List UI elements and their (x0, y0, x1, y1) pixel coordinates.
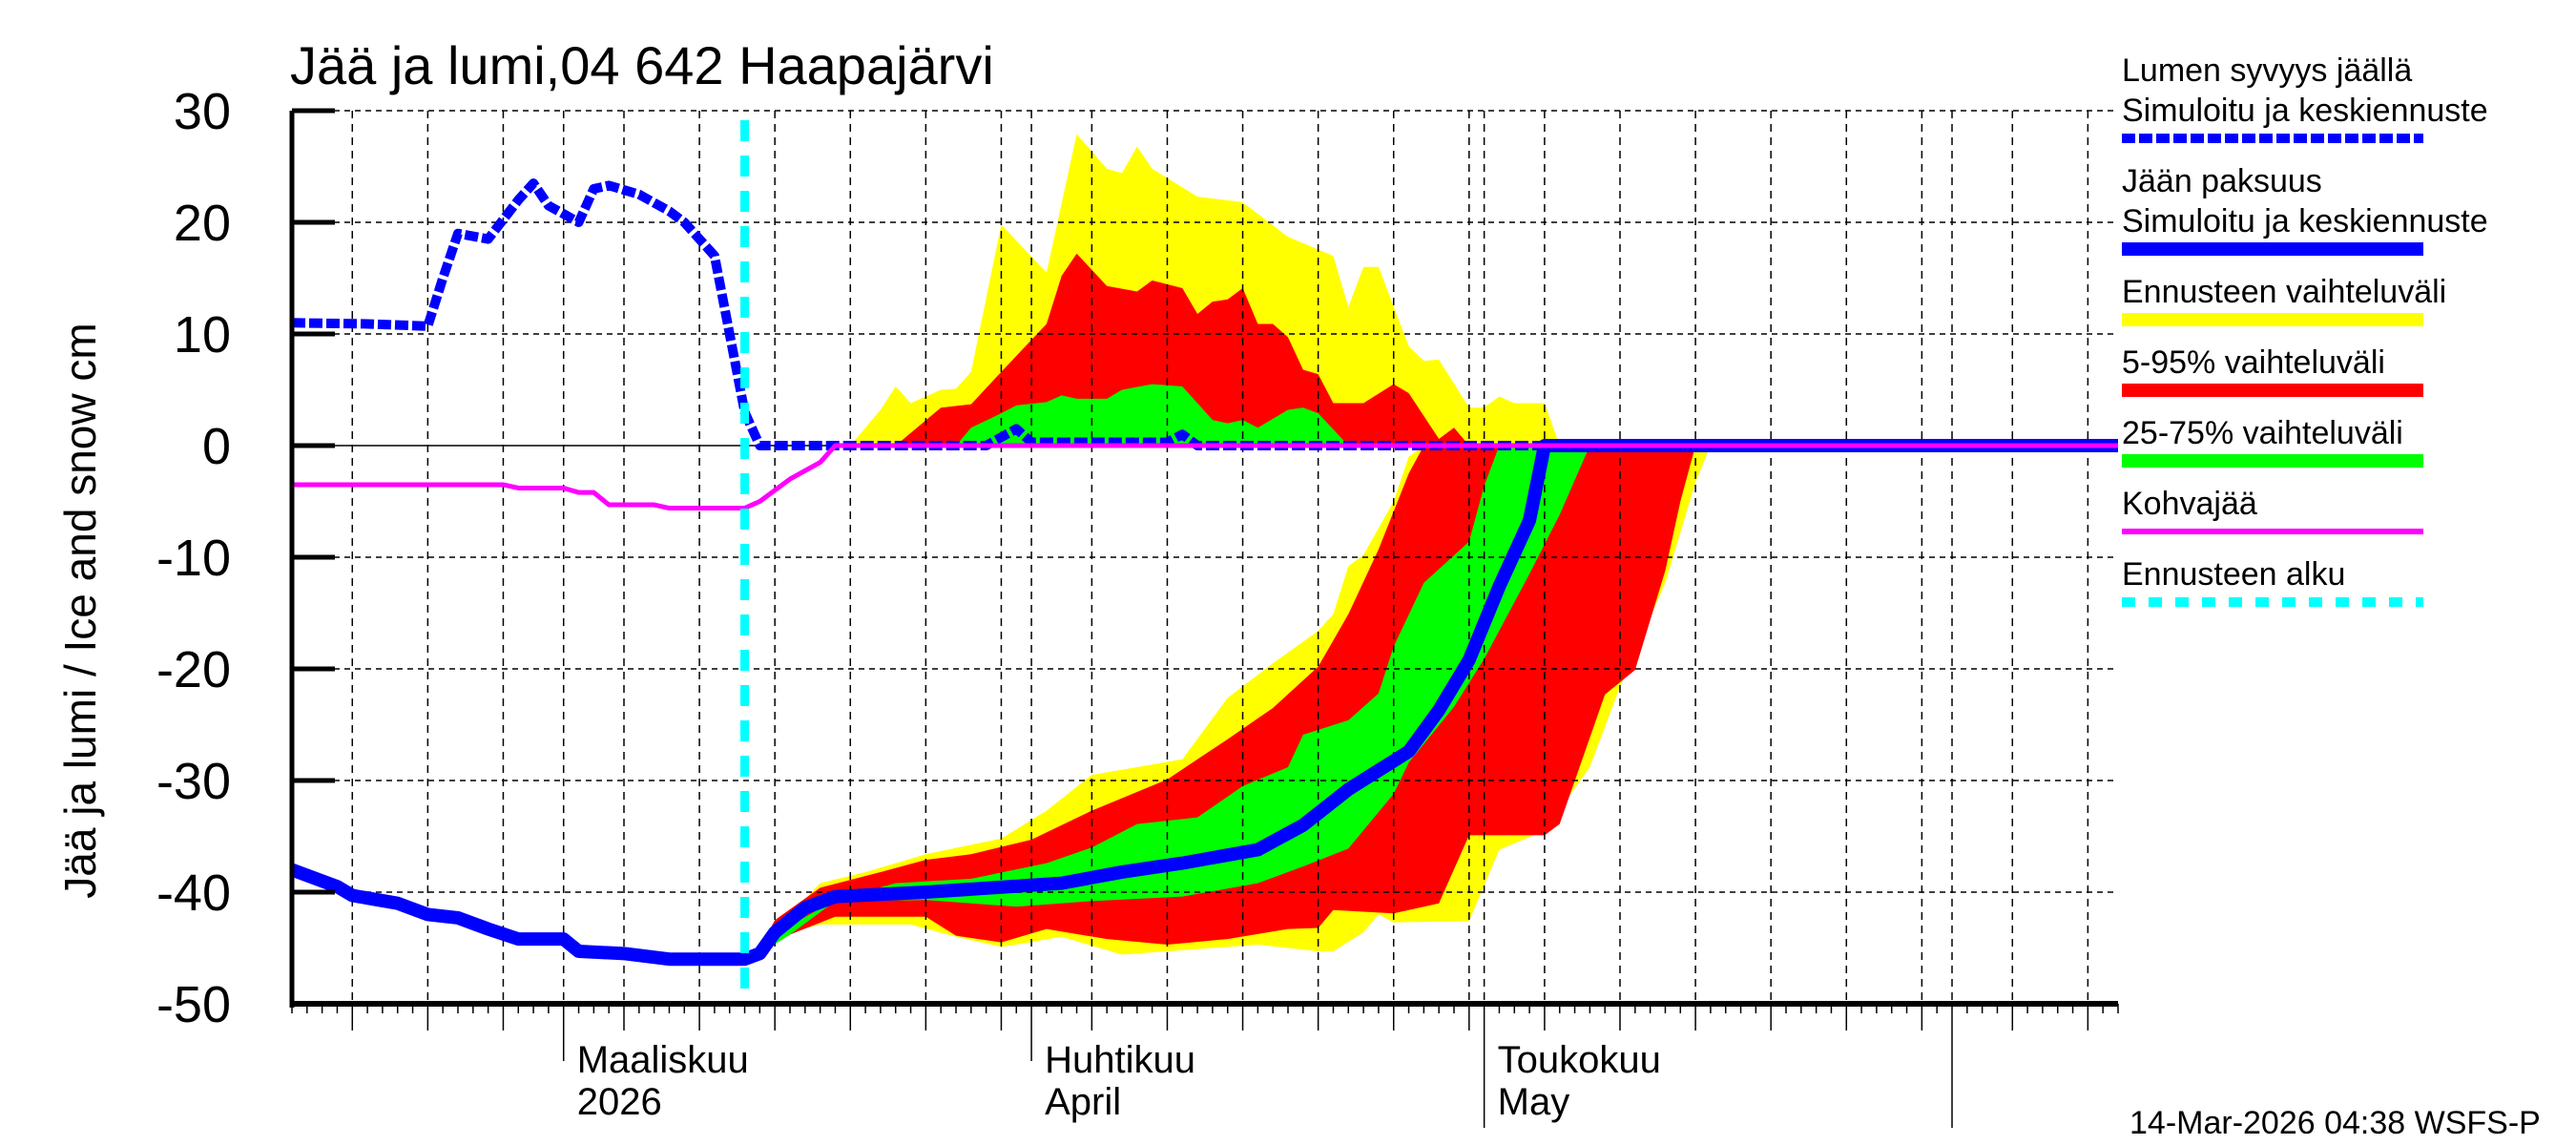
band-snow (956, 384, 1349, 446)
legend-label: Ennusteen vaihteluväli (2122, 274, 2446, 310)
x-tick-label-month: Huhtikuu (1045, 1039, 1195, 1081)
x-tick-label-month: Maaliskuu (577, 1039, 749, 1081)
y-tick-label: -50 (156, 976, 231, 1033)
legend-label: Simuloitu ja keskiennuste (2122, 93, 2488, 129)
y-tick-label: -30 (156, 753, 231, 810)
legend-label: Kohvajää (2122, 486, 2257, 522)
series-solid-thick (289, 439, 2118, 967)
legend-label: 25-75% vaihteluväli (2122, 415, 2403, 451)
legend-label: Lumen syvyys jäällä (2122, 52, 2412, 89)
x-tick-label-sub: 2026 (577, 1081, 662, 1123)
y-tick-label: -10 (156, 530, 231, 587)
band-ice (759, 446, 1590, 954)
y-tick-label: 20 (174, 195, 231, 252)
legend-label: Simuloitu ja keskiennuste (2122, 203, 2488, 239)
y-tick-label: 30 (174, 83, 231, 140)
legend-label: Ennusteen alku (2122, 556, 2345, 593)
band-snow (895, 253, 1469, 446)
grid (292, 110, 2118, 1004)
y-tick-label: -40 (156, 864, 231, 922)
series-lines (289, 120, 2118, 1004)
y-axis-label: Jää ja lumi / Ice and snow cm (55, 323, 105, 898)
legend-label: 5-95% vaihteluväli (2122, 344, 2385, 381)
x-tick-label-month: Toukokuu (1498, 1039, 1661, 1081)
x-tick-label-sub: May (1498, 1081, 1570, 1123)
y-tick-label: 10 (174, 306, 231, 364)
legend: Lumen syvyys jäällä Simuloitu ja keskienn… (2122, 52, 2488, 607)
series-dashed (291, 178, 2118, 450)
footer-timestamp: 14-Mar-2026 04:38 WSFS-P (2129, 1105, 2541, 1141)
x-tick-label-sub: April (1045, 1081, 1121, 1123)
forecast-bands (759, 134, 1711, 955)
legend-label: Jään paksuus (2122, 163, 2322, 199)
y-tick-label: 0 (202, 418, 231, 475)
y-tick-label: -20 (156, 641, 231, 698)
series-solid (292, 443, 2118, 511)
chart-title: Jää ja lumi,04 642 Haapajärvi (290, 35, 994, 95)
